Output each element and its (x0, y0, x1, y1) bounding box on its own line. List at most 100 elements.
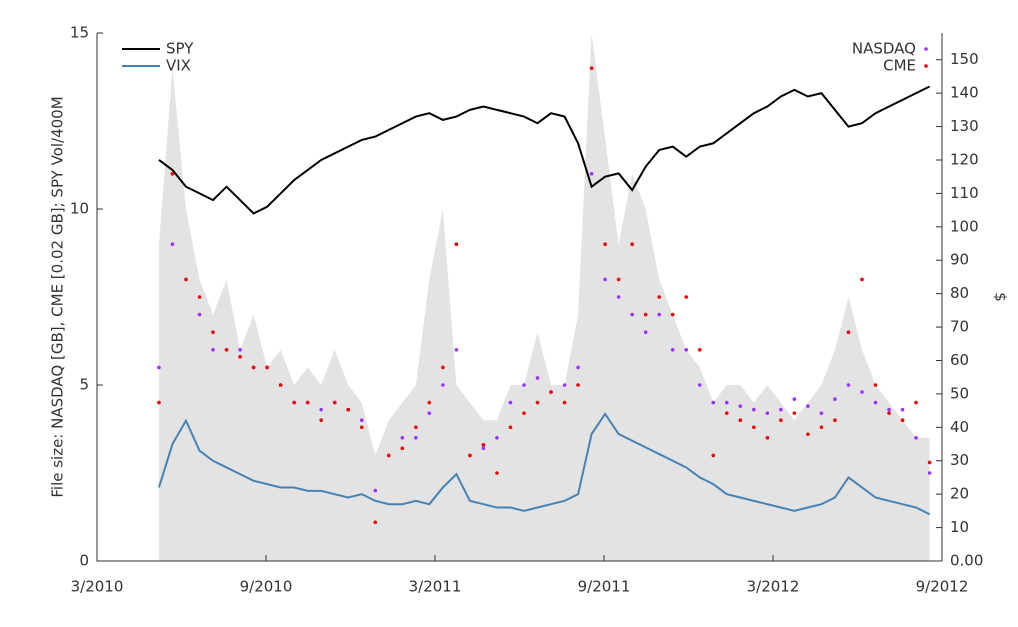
data-point (711, 400, 716, 405)
data-point (441, 365, 445, 370)
data-point (224, 348, 229, 352)
data-point (522, 411, 526, 415)
data-point (495, 436, 499, 440)
data-point (738, 418, 743, 423)
data-point (495, 471, 499, 475)
data-point (900, 407, 905, 412)
data-point (616, 295, 621, 299)
data-point (157, 400, 161, 405)
data-point (833, 397, 837, 401)
data-point (319, 407, 323, 412)
data-point (549, 390, 553, 394)
data-point (738, 404, 743, 408)
data-point (468, 453, 472, 458)
data-point (373, 488, 378, 493)
data-point (562, 400, 567, 405)
data-point (535, 376, 540, 380)
x-tick-label: 9/2012 (916, 578, 969, 596)
data-point (792, 397, 797, 401)
y2-tick-label: 30 (950, 451, 969, 469)
data-point (873, 383, 878, 387)
data-point (616, 277, 621, 282)
data-point (170, 172, 175, 176)
data-point (481, 446, 486, 451)
legend-marker (924, 64, 928, 68)
y-axis-label: File size: NASDAQ [GB], CME [0.02 GB]; S… (49, 96, 67, 497)
data-point (873, 400, 878, 405)
data-point (211, 330, 215, 335)
data-point (576, 365, 580, 370)
data-point (697, 348, 702, 352)
data-point (779, 418, 783, 423)
y2-tick-label: 50 (950, 384, 969, 402)
x-tick-label: 3/2012 (747, 578, 800, 596)
y2-tick-label: 120 (950, 150, 979, 168)
y2-tick-label: 70 (950, 318, 969, 336)
data-point (305, 400, 310, 405)
y2-tick-label: 90 (950, 251, 969, 269)
data-point (697, 383, 702, 387)
y2-tick-label: 150 (950, 50, 979, 68)
data-point (184, 277, 188, 282)
data-point (481, 443, 486, 447)
legend-label: NASDAQ (852, 40, 916, 58)
data-point (630, 242, 634, 246)
data-point (265, 365, 269, 370)
y-tick-label: 5 (79, 376, 89, 394)
data-point (684, 295, 689, 299)
x-tick-label: 3/2010 (71, 578, 124, 596)
series-line (158, 412, 931, 516)
data-point (454, 242, 459, 246)
data-point (711, 453, 716, 458)
data-point (643, 330, 648, 335)
data-point (765, 411, 770, 415)
data-point (157, 365, 161, 370)
y-tick-label: 0 (79, 552, 89, 570)
data-point (427, 400, 432, 405)
data-point (900, 418, 905, 423)
data-point (752, 425, 756, 430)
data-point (589, 66, 594, 70)
data-point (670, 348, 675, 352)
data-point (522, 383, 526, 387)
y2-tick-label: 40 (950, 418, 969, 436)
data-point (860, 390, 864, 394)
data-point (400, 436, 405, 440)
data-point (359, 418, 364, 423)
data-point (292, 400, 296, 405)
volume-area (158, 33, 930, 561)
data-point (914, 400, 918, 405)
data-point (386, 453, 391, 458)
legend-marker (924, 47, 928, 51)
x-tick-label: 3/2011 (409, 578, 462, 596)
x-tick-label: 9/2011 (578, 578, 631, 596)
series-line (158, 85, 931, 215)
data-point (346, 407, 351, 412)
data-point (670, 312, 675, 317)
data-point (508, 425, 513, 430)
data-point (724, 411, 729, 415)
data-point (197, 295, 202, 299)
data-point (657, 312, 661, 317)
data-point (860, 277, 864, 282)
data-point (819, 425, 824, 430)
data-point (792, 411, 797, 415)
data-point (684, 348, 689, 352)
data-point (576, 383, 580, 387)
data-point (562, 383, 567, 387)
data-point (278, 383, 283, 387)
legend-label: CME (883, 57, 916, 75)
y-tick-label: 10 (70, 200, 89, 218)
data-point (846, 383, 851, 387)
y2-tick-label: 80 (950, 284, 969, 302)
data-point (359, 425, 364, 430)
data-point (400, 446, 405, 451)
data-point (806, 404, 810, 408)
axis-frame (96, 33, 943, 562)
y2-tick-label: 110 (950, 184, 979, 202)
data-point (427, 411, 432, 415)
data-point (414, 425, 418, 430)
data-point (211, 348, 215, 352)
data-point (603, 242, 607, 246)
